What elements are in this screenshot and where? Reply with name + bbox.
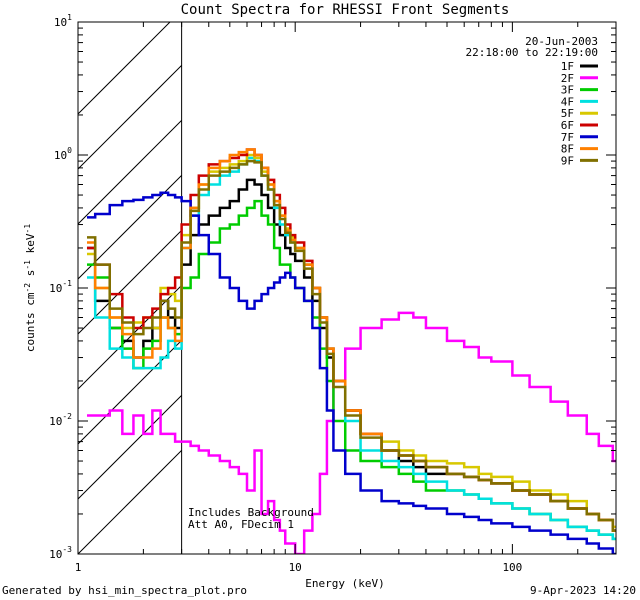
- info-box: 20-Jun-2003 22:18:00 to 22:19:00: [466, 35, 598, 59]
- hatch-line-3: [78, 285, 182, 390]
- x-tick-label-2: 100: [502, 561, 522, 574]
- legend-label-4F: 4F: [561, 95, 574, 108]
- legend-label-1F: 1F: [561, 60, 574, 73]
- series-line-7F: [86, 191, 616, 554]
- legend-label-9F: 9F: [561, 154, 574, 167]
- y-tick-label-3: 100: [54, 146, 72, 162]
- annotation-background: Includes Background: [188, 506, 314, 519]
- series-line-3F: [86, 199, 616, 541]
- hatch-line-0: [78, 450, 182, 554]
- y-axis: 10-3 10-2 10-1 100 101: [49, 13, 616, 561]
- legend-label-5F: 5F: [561, 107, 574, 120]
- hatch-line-6: [78, 120, 182, 225]
- series-line-5F: [86, 153, 616, 529]
- legend-label-6F: 6F: [561, 119, 574, 132]
- series-line-9F: [86, 159, 616, 532]
- hatch-line-7: [78, 65, 182, 170]
- x-tick-label-1: 10: [289, 561, 302, 574]
- legend-label-8F: 8F: [561, 143, 574, 156]
- x-axis-label: Energy (keV): [305, 577, 384, 590]
- y-tick-label-4: 101: [54, 13, 72, 29]
- info-time-range: 22:18:00 to 22:19:00: [466, 46, 598, 59]
- y-tick-label-1: 10-2: [49, 412, 72, 428]
- series-layer: [86, 148, 616, 554]
- annotation-attenuator: Att A0, FDecim 1: [188, 518, 294, 531]
- legend-label-7F: 7F: [561, 131, 574, 144]
- hatch-line-1: [78, 395, 182, 500]
- info-date: 20-Jun-2003: [525, 35, 598, 48]
- legend-label-3F: 3F: [561, 84, 574, 97]
- hatch-line-8: [78, 22, 171, 115]
- x-axis: 1 10 100: [75, 22, 617, 574]
- y-tick-label-0: 10-3: [49, 545, 72, 561]
- chart-title: Count Spectra for RHESSI Front Segments: [181, 2, 510, 18]
- y-axis-label: counts cm-2 s-1 keV-1: [23, 224, 37, 352]
- hatched-region: [78, 22, 183, 554]
- footer-generated-by: Generated by hsi_min_spectra_plot.pro: [2, 584, 247, 597]
- y-tick-label-2: 10-1: [49, 279, 72, 295]
- x-tick-label-0: 1: [75, 561, 82, 574]
- legend-label-2F: 2F: [561, 72, 574, 85]
- series-line-2F: [86, 311, 616, 554]
- hatch-line-2: [78, 340, 182, 445]
- footer-timestamp: 9-Apr-2023 14:20: [530, 584, 636, 597]
